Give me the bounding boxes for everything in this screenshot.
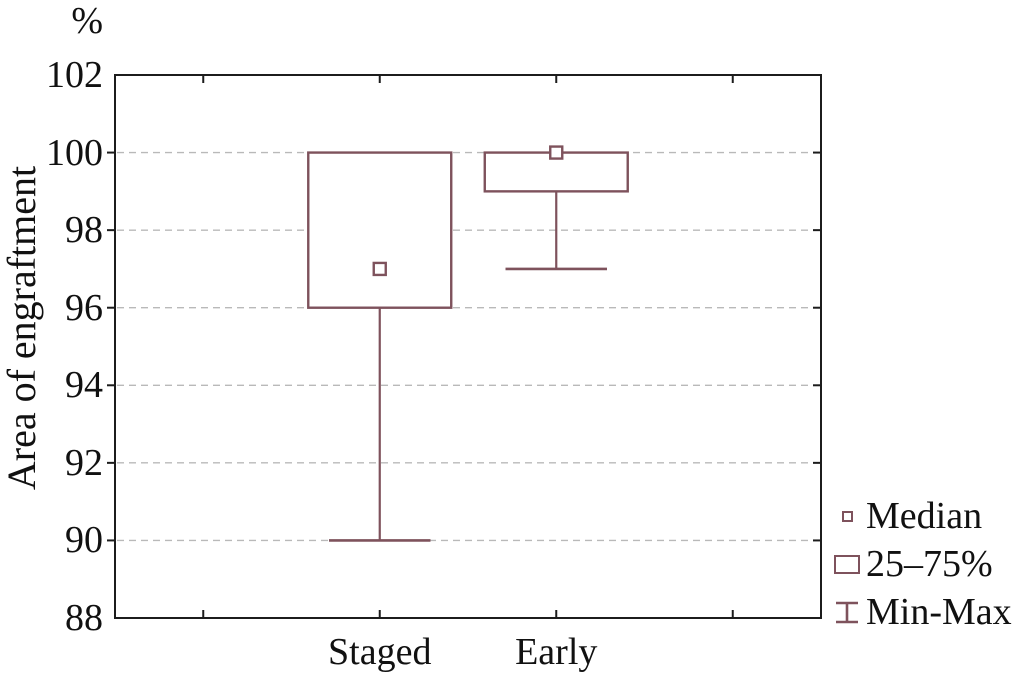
min-max-whisker-icon [836,601,858,623]
y-axis-unit-label: % [71,0,103,42]
plot-frame [114,74,822,619]
y-tick-label-88: 88 [65,597,103,639]
legend-symbol-cell [828,510,866,522]
y-tick-label-94: 94 [65,364,103,407]
legend-label-median: Median [866,495,983,537]
y-tick-label-98: 98 [65,209,103,252]
y-tick-label-102: 102 [46,54,103,96]
legend: Median 25–75% Min-Max [828,492,1012,636]
x-category-label-early: Early [515,631,598,673]
y-tick-label-92: 92 [65,441,103,484]
y-tick-label-96: 96 [65,286,103,329]
y-tick-label-100: 100 [46,131,103,174]
legend-item-minmax: Min-Max [828,588,1012,636]
legend-label-quartiles: 25–75% [866,543,993,585]
quartile-box-icon [834,554,860,574]
legend-label-minmax: Min-Max [866,591,1012,633]
iqr-box-Staged [307,151,453,309]
median-marker-Staged [372,261,387,277]
legend-item-median: Median [828,492,1012,540]
legend-symbol-cell [828,554,866,574]
median-marker-icon [841,510,853,522]
x-category-label-staged: Staged [328,631,432,673]
legend-item-quartiles: 25–75% [828,540,1012,588]
legend-symbol-cell [828,601,866,624]
median-marker-Early [549,145,564,160]
y-tick-label-90: 90 [65,519,103,562]
